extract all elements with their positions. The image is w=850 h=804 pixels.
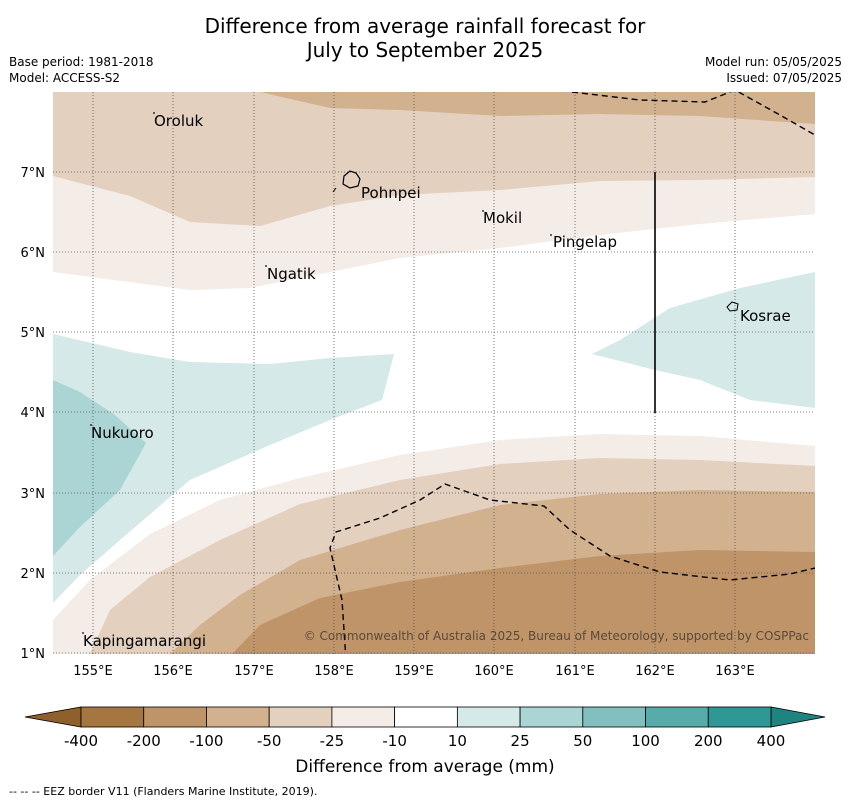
kosrae-island [726, 301, 739, 312]
lon-label: 155°E [73, 664, 113, 679]
lon-label: 161°E [555, 664, 595, 679]
colorbar-swatch [206, 706, 270, 728]
colorbar-high-extend [770, 706, 826, 728]
north-band-minus50 [260, 92, 815, 124]
label-ngatik: Ngatik [267, 265, 316, 283]
colorbar-swatch [582, 706, 646, 728]
label-mokil: Mokil [483, 209, 522, 227]
lon-label: 160°E [474, 664, 514, 679]
title-line-2: July to September 2025 [306, 38, 544, 62]
label-oroluk: Oroluk [154, 112, 203, 130]
lon-label: 158°E [314, 664, 354, 679]
colorbar-swatch [268, 706, 333, 728]
lat-label: 4°N [21, 406, 46, 421]
south-band-minus100 [232, 550, 815, 654]
colorbar-swatch [707, 706, 772, 728]
place-labels: Oroluk Pohnpei Mokil Pingelap Ngatik Kos… [82, 112, 791, 650]
label-kapingamarangi: Kapingamarangi [83, 632, 206, 650]
label-nukuoro: Nukuoro [91, 424, 154, 442]
colorbar-tick-label: 200 [694, 732, 723, 750]
issued-date: Issued: 07/05/2025 [726, 71, 842, 85]
colorbar-tick-label: -200 [127, 732, 161, 750]
colorbar-swatch [143, 706, 207, 728]
metadata-right: Model run: 05/05/2025 Issued: 07/05/2025 [705, 54, 842, 86]
colorbar-tick-label: -10 [382, 732, 407, 750]
colorbar-swatch [394, 706, 458, 728]
eez-borders [329, 92, 815, 654]
lon-label: 162°E [635, 664, 675, 679]
eez-footnote: -- -- -- EEZ border V11 (Flanders Marine… [9, 785, 318, 798]
east-wet-10 [592, 272, 815, 408]
latitude-labels: 1°N 2°N 3°N 4°N 5°N 6°N 7°N [21, 166, 46, 662]
lat-label: 7°N [21, 166, 46, 181]
lat-label: 6°N [21, 246, 46, 261]
north-band-minus25 [53, 92, 815, 226]
colorbar-swatch [80, 706, 145, 728]
west-wet-25 [53, 380, 146, 556]
lon-label: 157°E [234, 664, 274, 679]
lat-label: 5°N [21, 326, 46, 341]
colorbar-tick-label: 10 [448, 732, 467, 750]
colorbar-tick-label: -50 [257, 732, 282, 750]
colorbar-swatch [645, 706, 709, 728]
colorbar-tick-label: 25 [511, 732, 530, 750]
lat-label: 2°N [21, 567, 46, 582]
colorbar-tick-label: -100 [189, 732, 223, 750]
colorbar-tick-label: -400 [64, 732, 98, 750]
model-name: Model: ACCESS-S2 [9, 71, 121, 85]
colorbar-tick-label: 100 [631, 732, 660, 750]
lon-label: 156°E [153, 664, 193, 679]
colorbar-swatch [331, 706, 396, 728]
map-fields [53, 92, 815, 654]
lat-label: 1°N [21, 647, 46, 662]
colorbar-legend: -400 -200 -100 -50 -25 -10 10 25 50 100 200 400 [24, 706, 826, 750]
colorbar-swatch [456, 706, 521, 728]
map-title: Difference from average rainfall forecas… [0, 14, 850, 62]
colorbar-swatch [519, 706, 584, 728]
pohnpei-island [342, 170, 361, 189]
colorbar-title: Difference from average (mm) [295, 757, 554, 777]
west-wet-10 [53, 334, 394, 603]
model-run: Model run: 05/05/2025 [704, 55, 842, 69]
colorbar-tick-label: 50 [573, 732, 592, 750]
label-kosrae: Kosrae [740, 307, 791, 325]
lon-label: 159°E [394, 664, 434, 679]
lat-label: 3°N [21, 487, 46, 502]
label-pingelap: Pingelap [553, 233, 617, 251]
label-pohnpei: Pohnpei [361, 184, 421, 202]
colorbar-low-extend [24, 706, 82, 728]
metadata-left: Base period: 1981-2018 Model: ACCESS-S2 [9, 54, 154, 86]
title-line-1: Difference from average rainfall forecas… [204, 14, 646, 38]
base-period: Base period: 1981-2018 [9, 55, 154, 69]
lon-label: 163°E [715, 664, 755, 679]
colorbar-tick-label: 400 [757, 732, 786, 750]
copyright-notice: © Commonwealth of Australia 2025, Bureau… [304, 629, 809, 643]
colorbar-tick-label: -25 [320, 732, 345, 750]
longitude-labels: 155°E 156°E 157°E 158°E 159°E 160°E 161°… [73, 664, 755, 679]
